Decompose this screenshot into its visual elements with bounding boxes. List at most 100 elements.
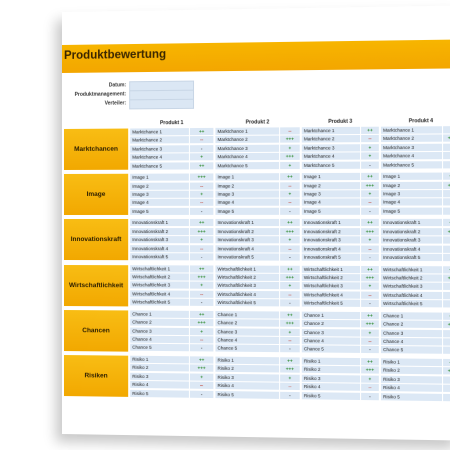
criterion-cell[interactable]: Chance 4 bbox=[215, 336, 279, 345]
rating-cell[interactable]: -- bbox=[279, 127, 300, 135]
rating-cell[interactable]: ++ bbox=[279, 219, 300, 227]
rating-cell[interactable]: +++ bbox=[189, 319, 213, 327]
rating-cell[interactable]: -- bbox=[360, 291, 379, 299]
criterion-cell[interactable]: Wirtschaftlichkeit 1 bbox=[302, 265, 360, 273]
rating-cell[interactable]: +++ bbox=[279, 320, 300, 328]
criterion-cell[interactable]: Chance 2 bbox=[381, 321, 442, 330]
criterion-cell[interactable]: Chance 1 bbox=[302, 311, 360, 320]
rating-cell[interactable]: -- bbox=[189, 382, 213, 390]
criterion-cell[interactable]: Risiko 4 bbox=[130, 381, 189, 390]
rating-cell[interactable]: + bbox=[189, 373, 213, 381]
criterion-cell[interactable]: Risiko 1 bbox=[381, 358, 442, 367]
verteiler-field[interactable] bbox=[129, 99, 194, 110]
criterion-cell[interactable]: Marktchance 3 bbox=[381, 144, 442, 153]
criterion-cell[interactable]: Innovationskraft 2 bbox=[130, 228, 189, 236]
rating-cell[interactable]: -- bbox=[189, 336, 213, 344]
rating-cell[interactable]: ++ bbox=[360, 173, 379, 181]
criterion-cell[interactable]: Wirtschaftlichkeit 1 bbox=[381, 266, 442, 274]
rating-cell[interactable]: -- bbox=[279, 182, 300, 190]
criterion-cell[interactable]: Marktchance 2 bbox=[381, 135, 442, 144]
rating-cell[interactable]: -- bbox=[442, 152, 450, 160]
rating-cell[interactable]: +++ bbox=[360, 320, 379, 328]
rating-cell[interactable]: ++ bbox=[189, 311, 213, 319]
criterion-cell[interactable]: Innovationskraft 5 bbox=[130, 253, 189, 261]
rating-cell[interactable]: ++ bbox=[189, 162, 213, 170]
criterion-cell[interactable]: Marktchance 5 bbox=[215, 162, 279, 170]
rating-cell[interactable]: + bbox=[360, 283, 379, 291]
rating-cell[interactable]: ++ bbox=[442, 266, 450, 274]
criterion-cell[interactable]: Risiko 5 bbox=[215, 391, 279, 400]
criterion-cell[interactable]: Chance 1 bbox=[130, 310, 189, 318]
criterion-cell[interactable]: Risiko 3 bbox=[381, 375, 442, 384]
criterion-cell[interactable]: Risiko 4 bbox=[381, 384, 442, 393]
criterion-cell[interactable]: Wirtschaftlichkeit 1 bbox=[130, 265, 189, 273]
rating-cell[interactable]: - bbox=[189, 208, 213, 216]
criterion-cell[interactable]: Chance 3 bbox=[215, 328, 279, 337]
rating-cell[interactable]: - bbox=[189, 253, 213, 261]
rating-cell[interactable]: -- bbox=[360, 135, 379, 143]
criterion-cell[interactable]: Innovationskraft 4 bbox=[302, 245, 360, 253]
rating-cell[interactable]: - bbox=[442, 207, 450, 215]
criterion-cell[interactable]: Image 4 bbox=[215, 199, 279, 207]
rating-cell[interactable]: - bbox=[189, 390, 213, 398]
criterion-cell[interactable]: Innovationskraft 1 bbox=[302, 219, 360, 227]
criterion-cell[interactable]: Innovationskraft 4 bbox=[130, 245, 189, 253]
criterion-cell[interactable]: Image 4 bbox=[130, 199, 189, 207]
criterion-cell[interactable]: Image 2 bbox=[381, 181, 442, 189]
criterion-cell[interactable]: Innovationskraft 5 bbox=[215, 253, 279, 261]
rating-cell[interactable]: + bbox=[360, 190, 379, 198]
rating-cell[interactable]: -- bbox=[442, 338, 450, 346]
criterion-cell[interactable]: Wirtschaftlichkeit 4 bbox=[381, 291, 442, 300]
rating-cell[interactable]: - bbox=[442, 393, 450, 401]
rating-cell[interactable]: +++ bbox=[442, 181, 450, 189]
rating-cell[interactable]: -- bbox=[189, 182, 213, 190]
criterion-cell[interactable]: Chance 2 bbox=[302, 320, 360, 329]
criterion-cell[interactable]: Marktchance 3 bbox=[215, 144, 279, 152]
rating-cell[interactable]: +++ bbox=[442, 274, 450, 282]
criterion-cell[interactable]: Marktchance 1 bbox=[215, 127, 279, 136]
criterion-cell[interactable]: Marktchance 2 bbox=[130, 137, 189, 145]
criterion-cell[interactable]: Image 5 bbox=[130, 208, 189, 216]
criterion-cell[interactable]: Risiko 3 bbox=[215, 374, 279, 383]
rating-cell[interactable]: + bbox=[189, 236, 213, 244]
rating-cell[interactable]: -- bbox=[279, 245, 300, 253]
rating-cell[interactable]: +++ bbox=[279, 228, 300, 236]
rating-cell[interactable]: + bbox=[360, 329, 379, 337]
criterion-cell[interactable]: Image 5 bbox=[381, 207, 442, 215]
criterion-cell[interactable]: Image 5 bbox=[302, 207, 360, 215]
criterion-cell[interactable]: Wirtschaftlichkeit 2 bbox=[302, 274, 360, 282]
criterion-cell[interactable]: Marktchance 2 bbox=[302, 135, 360, 144]
rating-cell[interactable]: + bbox=[360, 152, 379, 160]
rating-cell[interactable]: ++ bbox=[189, 265, 213, 273]
rating-cell[interactable]: + bbox=[360, 375, 379, 383]
criterion-cell[interactable]: Wirtschaftlichkeit 5 bbox=[302, 300, 360, 309]
criterion-cell[interactable]: Risiko 2 bbox=[130, 364, 189, 373]
rating-cell[interactable]: -- bbox=[442, 245, 450, 253]
criterion-cell[interactable]: Image 1 bbox=[381, 173, 442, 181]
rating-cell[interactable]: ++ bbox=[442, 173, 450, 181]
rating-cell[interactable]: +++ bbox=[279, 136, 300, 144]
criterion-cell[interactable]: Innovationskraft 5 bbox=[302, 254, 360, 262]
rating-cell[interactable]: +++ bbox=[279, 274, 300, 282]
rating-cell[interactable]: ++ bbox=[442, 312, 450, 320]
criterion-cell[interactable]: Chance 3 bbox=[302, 329, 360, 338]
criterion-cell[interactable]: Innovationskraft 4 bbox=[381, 245, 442, 253]
rating-cell[interactable]: + bbox=[442, 283, 450, 291]
rating-cell[interactable]: -- bbox=[360, 245, 379, 253]
criterion-cell[interactable]: Marktchance 1 bbox=[130, 128, 189, 136]
criterion-cell[interactable]: Marktchance 4 bbox=[302, 153, 360, 161]
criterion-cell[interactable]: Risiko 5 bbox=[130, 389, 189, 398]
criterion-cell[interactable]: Risiko 2 bbox=[302, 366, 360, 375]
rating-cell[interactable]: -- bbox=[189, 136, 213, 144]
rating-cell[interactable]: - bbox=[442, 161, 450, 169]
criterion-cell[interactable]: Wirtschaftlichkeit 3 bbox=[130, 282, 189, 290]
criterion-cell[interactable]: Image 2 bbox=[130, 182, 189, 190]
criterion-cell[interactable]: Risiko 2 bbox=[381, 367, 442, 376]
rating-cell[interactable]: +++ bbox=[189, 228, 213, 236]
rating-cell[interactable]: -- bbox=[279, 337, 300, 345]
rating-cell[interactable]: + bbox=[189, 191, 213, 199]
criterion-cell[interactable]: Innovationskraft 3 bbox=[302, 236, 360, 244]
rating-cell[interactable]: ++ bbox=[360, 127, 379, 135]
criterion-cell[interactable]: Risiko 5 bbox=[381, 393, 442, 402]
rating-cell[interactable]: ++ bbox=[360, 219, 379, 227]
